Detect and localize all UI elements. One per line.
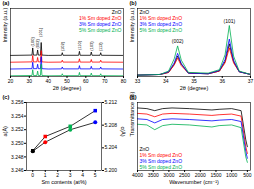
svg-text:Sm contents (at%): Sm contents (at%) [41, 179, 86, 185]
svg-text:ZnO: ZnO [111, 9, 122, 16]
svg-text:(c): (c) [3, 94, 10, 100]
svg-text:35: 35 [191, 78, 197, 84]
svg-text:4: 4 [81, 172, 84, 178]
svg-text:80: 80 [121, 78, 127, 84]
svg-text:a(Å): a(Å) [2, 126, 8, 137]
svg-text:37: 37 [248, 78, 254, 84]
svg-text:3% Sm doped ZnO: 3% Sm doped ZnO [139, 21, 182, 27]
svg-text:3000: 3000 [163, 172, 174, 178]
svg-text:3.252: 3.252 [11, 126, 24, 132]
svg-text:(101): (101) [38, 27, 43, 37]
svg-text:ZnO: ZnO [139, 9, 150, 16]
svg-text:60: 60 [83, 78, 89, 84]
svg-text:5% Sm doped ZnO: 5% Sm doped ZnO [140, 27, 183, 33]
svg-text:5.204: 5.204 [105, 144, 118, 150]
svg-text:(102): (102) [60, 41, 65, 51]
svg-text:ZnO: ZnO [139, 145, 150, 152]
svg-text:1% Sm doped ZnO: 1% Sm doped ZnO [139, 151, 182, 158]
svg-text:36: 36 [219, 78, 225, 84]
svg-text:(002): (002) [172, 38, 184, 44]
svg-text:20: 20 [8, 78, 14, 84]
svg-text:30: 30 [27, 78, 33, 84]
svg-text:Intensity (a.u.): Intensity (a.u.) [2, 7, 8, 42]
svg-text:Intensity (a.u.): Intensity (a.u.) [129, 7, 135, 42]
svg-text:Transmittance (%): Transmittance (%) [129, 91, 136, 137]
svg-text:3.254: 3.254 [11, 113, 24, 119]
svg-text:5% Sm doped ZnO: 5% Sm doped ZnO [79, 27, 122, 33]
svg-text:34: 34 [163, 78, 169, 84]
svg-text:70: 70 [102, 78, 108, 84]
svg-text:3.256: 3.256 [11, 99, 24, 105]
svg-text:1% Sm doped ZnO: 1% Sm doped ZnO [139, 15, 182, 21]
svg-text:c(Å): c(Å) [120, 126, 126, 136]
svg-text:3.246: 3.246 [11, 167, 24, 173]
svg-text:500: 500 [243, 172, 252, 178]
svg-text:2500: 2500 [179, 172, 190, 178]
svg-text:5.208: 5.208 [105, 122, 118, 128]
svg-text:2θ (degree): 2θ (degree) [180, 85, 209, 91]
svg-text:(112): (112) [98, 42, 103, 52]
svg-text:3.248: 3.248 [11, 154, 24, 160]
svg-text:50: 50 [64, 78, 70, 84]
svg-text:5.200: 5.200 [105, 167, 118, 173]
svg-text:Wavenumber (cm⁻¹): Wavenumber (cm⁻¹) [169, 179, 219, 185]
svg-text:1% Sm doped ZnO: 1% Sm doped ZnO [79, 15, 122, 21]
svg-text:5% Sm doped ZnO: 5% Sm doped ZnO [140, 164, 183, 170]
svg-text:(b): (b) [130, 0, 137, 6]
svg-text:1: 1 [44, 172, 47, 178]
svg-text:4000: 4000 [132, 172, 143, 178]
svg-text:2: 2 [56, 172, 59, 178]
svg-text:3.250: 3.250 [11, 140, 24, 146]
svg-text:1500: 1500 [210, 172, 221, 178]
svg-text:(100): (100) [30, 37, 35, 47]
svg-text:(101): (101) [223, 18, 235, 24]
svg-text:1000: 1000 [226, 172, 237, 178]
svg-text:3% Sm doped ZnO: 3% Sm doped ZnO [139, 157, 182, 164]
svg-text:3500: 3500 [148, 172, 159, 178]
svg-text:(a): (a) [3, 0, 10, 6]
svg-text:(002): (002) [35, 39, 40, 49]
svg-text:3% Sm doped ZnO: 3% Sm doped ZnO [79, 21, 122, 27]
svg-text:(110): (110) [77, 40, 82, 50]
svg-text:5: 5 [94, 172, 97, 178]
svg-text:(103): (103) [89, 41, 94, 51]
svg-text:5.212: 5.212 [105, 99, 118, 105]
svg-text:2000: 2000 [195, 172, 206, 178]
svg-text:(d): (d) [130, 94, 137, 100]
svg-text:33: 33 [135, 78, 141, 84]
svg-text:40: 40 [45, 78, 51, 84]
svg-text:0: 0 [31, 172, 34, 178]
svg-text:2θ (degree): 2θ (degree) [53, 85, 82, 91]
svg-text:3: 3 [69, 172, 72, 178]
